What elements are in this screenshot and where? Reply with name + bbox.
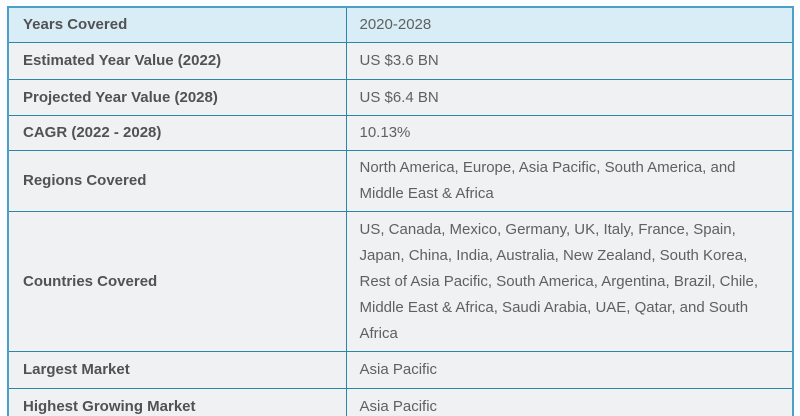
row-value: 10.13%	[345, 115, 794, 151]
row-label: Estimated Year Value (2022)	[7, 42, 347, 80]
table-row-projected-year-value: Projected Year Value (2028) US $6.4 BN	[7, 79, 794, 116]
table-row-largest-market: Largest Market Asia Pacific	[7, 351, 794, 389]
row-value: US $3.6 BN	[345, 42, 794, 80]
row-value: 2020-2028	[345, 6, 794, 43]
table-row-regions-covered: Regions Covered North America, Europe, A…	[7, 150, 794, 212]
table-row-countries-covered: Countries Covered US, Canada, Mexico, Ge…	[7, 211, 794, 352]
table-row-highest-growing-market: Highest Growing Market Asia Pacific	[7, 388, 794, 416]
table-row-years-covered: Years Covered 2020-2028	[7, 6, 794, 43]
row-label: Years Covered	[7, 6, 347, 43]
row-label: CAGR (2022 - 2028)	[7, 115, 347, 151]
row-label: Regions Covered	[7, 150, 347, 212]
row-value: US $6.4 BN	[345, 79, 794, 116]
row-value: Asia Pacific	[345, 351, 794, 389]
row-label: Countries Covered	[7, 211, 347, 352]
table-row-cagr: CAGR (2022 - 2028) 10.13%	[7, 115, 794, 151]
row-label: Projected Year Value (2028)	[7, 79, 347, 116]
table-row-estimated-year-value: Estimated Year Value (2022) US $3.6 BN	[7, 42, 794, 80]
row-value: North America, Europe, Asia Pacific, Sou…	[345, 150, 794, 212]
row-label: Highest Growing Market	[7, 388, 347, 416]
row-value: Asia Pacific	[345, 388, 794, 416]
row-value: US, Canada, Mexico, Germany, UK, Italy, …	[345, 211, 794, 352]
report-attributes-table: Years Covered 2020-2028 Estimated Year V…	[7, 6, 794, 416]
row-label: Largest Market	[7, 351, 347, 389]
